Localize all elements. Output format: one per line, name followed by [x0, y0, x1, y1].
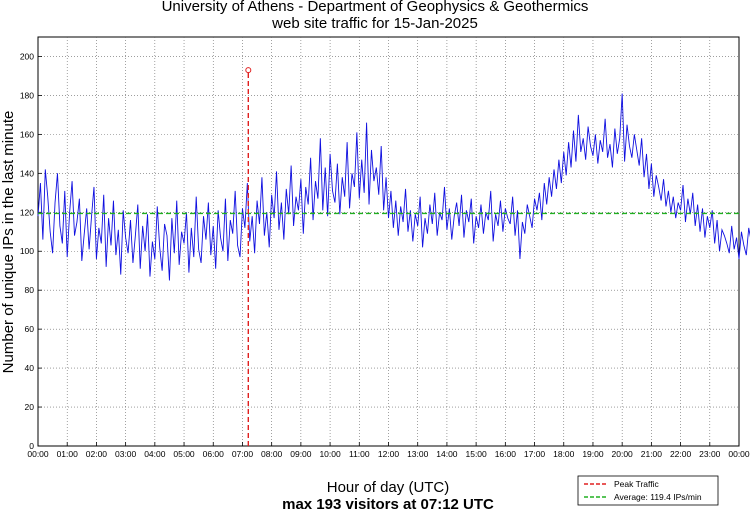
x-tick-label: 19:00	[582, 449, 604, 459]
x-tick-label: 12:00	[378, 449, 400, 459]
x-tick-label: 06:00	[203, 449, 225, 459]
x-tick-label: 02:00	[86, 449, 108, 459]
x-tick-label: 00:00	[728, 449, 750, 459]
x-tick-label: 08:00	[261, 449, 283, 459]
x-tick-label: 23:00	[699, 449, 721, 459]
x-tick-label: 20:00	[612, 449, 634, 459]
x-tick-label: 03:00	[115, 449, 137, 459]
x-tick-label: 11:00	[349, 449, 370, 459]
max-visitors-footer: max 193 visitors at 07:12 UTC	[282, 496, 494, 511]
series-group	[37, 93, 750, 281]
y-tick-label: 100	[20, 246, 34, 256]
x-tick-label: 15:00	[465, 449, 487, 459]
x-axis-label: Hour of day (UTC)	[327, 479, 450, 496]
peak-marker	[245, 67, 252, 74]
traffic-series-line	[37, 93, 750, 281]
x-tick-label: 13:00	[407, 449, 429, 459]
x-tick-label: 01:00	[57, 449, 79, 459]
y-tick-label: 140	[20, 168, 34, 178]
y-tick-label: 20	[25, 402, 35, 412]
y-tick-label: 200	[20, 51, 34, 61]
grid	[38, 37, 739, 446]
y-axis-label: Number of unique IPs in the last minute	[0, 111, 17, 374]
x-tick-label: 05:00	[173, 449, 195, 459]
chart-title-line-1: University of Athens - Department of Geo…	[161, 0, 589, 15]
x-tick-label: 10:00	[319, 449, 341, 459]
x-tick-label: 22:00	[670, 449, 692, 459]
y-tick-label: 0	[29, 441, 34, 451]
legend-average-label: Average: 119.4 IPs/min	[614, 492, 702, 502]
x-tick-label: 18:00	[553, 449, 575, 459]
y-tick-label: 40	[25, 363, 35, 373]
x-axis-ticks: 00:00 01:00 02:00 03:00 04:00 05:00 06:00 07:00…	[27, 442, 750, 459]
x-tick-label: 00:00	[27, 449, 49, 459]
y-tick-label: 180	[20, 90, 34, 100]
x-tick-label: 04:00	[144, 449, 166, 459]
chart-title-line-2: web site traffic for 15-Jan-2025	[272, 15, 478, 32]
x-tick-label: 16:00	[495, 449, 517, 459]
legend: Peak Traffic Average: 119.4 IPs/min	[577, 475, 719, 506]
x-tick-label: 09:00	[290, 449, 312, 459]
x-tick-label: 17:00	[524, 449, 546, 459]
y-axis-ticks: 0 20 40 60 80 100 120 140 160 180 200	[20, 51, 42, 451]
x-tick-label: 14:00	[436, 449, 458, 459]
y-tick-label: 120	[20, 207, 34, 217]
y-tick-label: 160	[20, 129, 34, 139]
y-tick-label: 80	[25, 285, 35, 295]
legend-peak-label: Peak Traffic	[614, 479, 659, 489]
x-tick-label: 21:00	[641, 449, 663, 459]
y-tick-label: 60	[25, 324, 35, 334]
x-tick-label: 07:00	[232, 449, 254, 459]
